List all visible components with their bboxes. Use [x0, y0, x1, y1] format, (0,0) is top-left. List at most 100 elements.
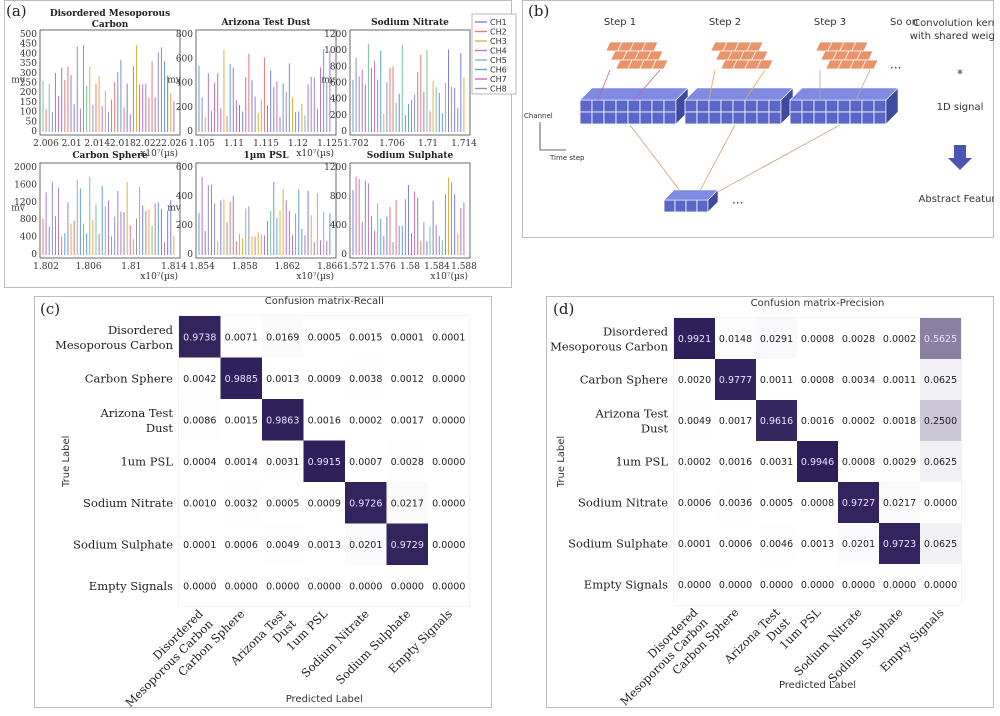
- y-tick-label: 1200: [324, 30, 347, 40]
- legend-label: CH2: [490, 28, 507, 37]
- cell-value: 0.0029: [883, 457, 916, 468]
- cell-value: 0.0000: [391, 581, 424, 592]
- matrix-cell: [220, 482, 262, 524]
- tensor-cell: [789, 99, 803, 113]
- matrix-cell: [303, 399, 345, 441]
- tensor-cell: [801, 111, 815, 125]
- projection-line: [694, 124, 736, 201]
- convolution-kernel: [710, 41, 774, 70]
- cell-value: 0.0000: [801, 580, 834, 591]
- matrix-cell: [879, 482, 920, 523]
- tensor-side: [707, 189, 719, 213]
- y-tick-label: 400: [20, 49, 37, 59]
- y-axis-title: True Label: [556, 436, 567, 488]
- y-tick-label: 500: [20, 30, 37, 40]
- matrix-cell: [674, 318, 715, 359]
- x-tick-label: 1.858: [232, 262, 258, 272]
- tensor-cell: [685, 199, 698, 213]
- tensor-cell: [615, 99, 629, 113]
- tensor-cell: [708, 111, 722, 125]
- waveform-plot: Carbon Sphere 2000 1600 1200 800 400 0 mv 1.802 1…: [11, 151, 187, 282]
- y-tick-label: 800: [330, 62, 347, 72]
- matrix-cell: [345, 440, 387, 482]
- cell-value: 0.0008: [801, 375, 834, 386]
- legend-label: CH8: [490, 85, 507, 94]
- cell-value: 0.0018: [883, 416, 916, 427]
- legend-label: CH3: [490, 37, 507, 46]
- waveform-plots: Disordered Mesoporous Carbon5004504003503…: [11, 9, 517, 282]
- matrix-cell: [838, 482, 879, 523]
- matrix-cell: [756, 482, 797, 523]
- convolution-kernel: [815, 41, 879, 70]
- matrix-cell: [879, 400, 920, 441]
- matrix-cell: [220, 357, 262, 399]
- x-tick-label: 1.706: [379, 139, 405, 149]
- kernel-description: Convolution kernelwith shared weights: [910, 18, 994, 42]
- legend-label: CH7: [490, 75, 507, 84]
- y-tick-label: 0: [31, 250, 37, 260]
- cell-value: 0.0032: [225, 498, 258, 509]
- row-label: Disordered Mesoporous Carbon: [550, 325, 669, 354]
- cell-value: 0.5625: [924, 334, 957, 345]
- matrix-cell: [428, 357, 470, 399]
- plot-title: Arizona Test Dust: [220, 18, 311, 28]
- matrix-cell: [179, 565, 221, 607]
- confusion-matrix-recall: Confusion matrix-Recall 0.9738 0.0071 0.016…: [55, 296, 470, 708]
- matrix-cell: [179, 440, 221, 482]
- matrix-cell: [797, 318, 838, 359]
- matrix-cell: [674, 523, 715, 564]
- y-axis-label: mv: [321, 76, 336, 86]
- cell-value: 0.0000: [842, 580, 875, 591]
- matrix-cell: [797, 564, 838, 605]
- tensor-cell: [615, 111, 629, 125]
- row-label: Arizona Test Dust: [595, 407, 669, 436]
- matrix-cell: [879, 441, 920, 482]
- matrix-cell: [179, 523, 221, 565]
- time-axis-label: Time step: [549, 154, 585, 162]
- cell-value: 0.0011: [760, 375, 793, 386]
- matrix-cell: [838, 318, 879, 359]
- tensor-cell: [627, 111, 641, 125]
- tensor-top: [579, 87, 689, 101]
- projection-line: [708, 69, 716, 101]
- matrix-cell: [797, 400, 838, 441]
- x-tick-label: 1.714: [451, 139, 477, 149]
- cell-value: 0.0009: [308, 374, 341, 385]
- cell-value: 0.0002: [349, 415, 382, 426]
- tensor-cell: [849, 111, 863, 125]
- x-axis-unit: x10⁷(µs): [296, 148, 334, 159]
- cell-value: 0.0625: [924, 457, 957, 468]
- panel-a-frame: [4, 0, 512, 288]
- matrix-cell: [386, 357, 428, 399]
- matrix-cell: [756, 359, 797, 400]
- matrix-cell: [345, 399, 387, 441]
- y-tick-label: 400: [20, 233, 37, 243]
- x-tick-label: 1.576: [370, 262, 396, 272]
- matrix-cell: [715, 400, 756, 441]
- cell-value: 0.0005: [760, 498, 793, 509]
- tensor-cell: [603, 111, 617, 125]
- plot-title: Disordered Mesoporous Carbon: [50, 9, 170, 30]
- matrix-cell: [345, 357, 387, 399]
- cell-value: 0.0006: [225, 540, 258, 551]
- matrix-cell: [386, 565, 428, 607]
- y-tick-label: 1200: [324, 163, 347, 173]
- matrix-cell: [428, 565, 470, 607]
- panel-c-frame: [34, 296, 492, 708]
- legend-label: CH6: [490, 66, 507, 75]
- tensor-cell: [849, 99, 863, 113]
- matrix-cell: [220, 316, 262, 358]
- tensor-cell: [684, 111, 698, 125]
- tensor-cell: [684, 99, 698, 113]
- matrix-cell: [345, 565, 387, 607]
- cell-value: 0.0000: [719, 580, 752, 591]
- cell-value: 0.0016: [801, 416, 834, 427]
- x-tick-label: 1.572: [343, 262, 369, 272]
- cell-value: 0.0008: [801, 334, 834, 345]
- matrix-cell: [838, 359, 879, 400]
- panel-label-c: (c): [40, 300, 61, 318]
- cell-value: 0.0008: [801, 498, 834, 509]
- x-tick-label: 1.584: [424, 262, 450, 272]
- cell-value: 0.0013: [308, 540, 341, 551]
- cell-value: 0.0034: [842, 375, 875, 386]
